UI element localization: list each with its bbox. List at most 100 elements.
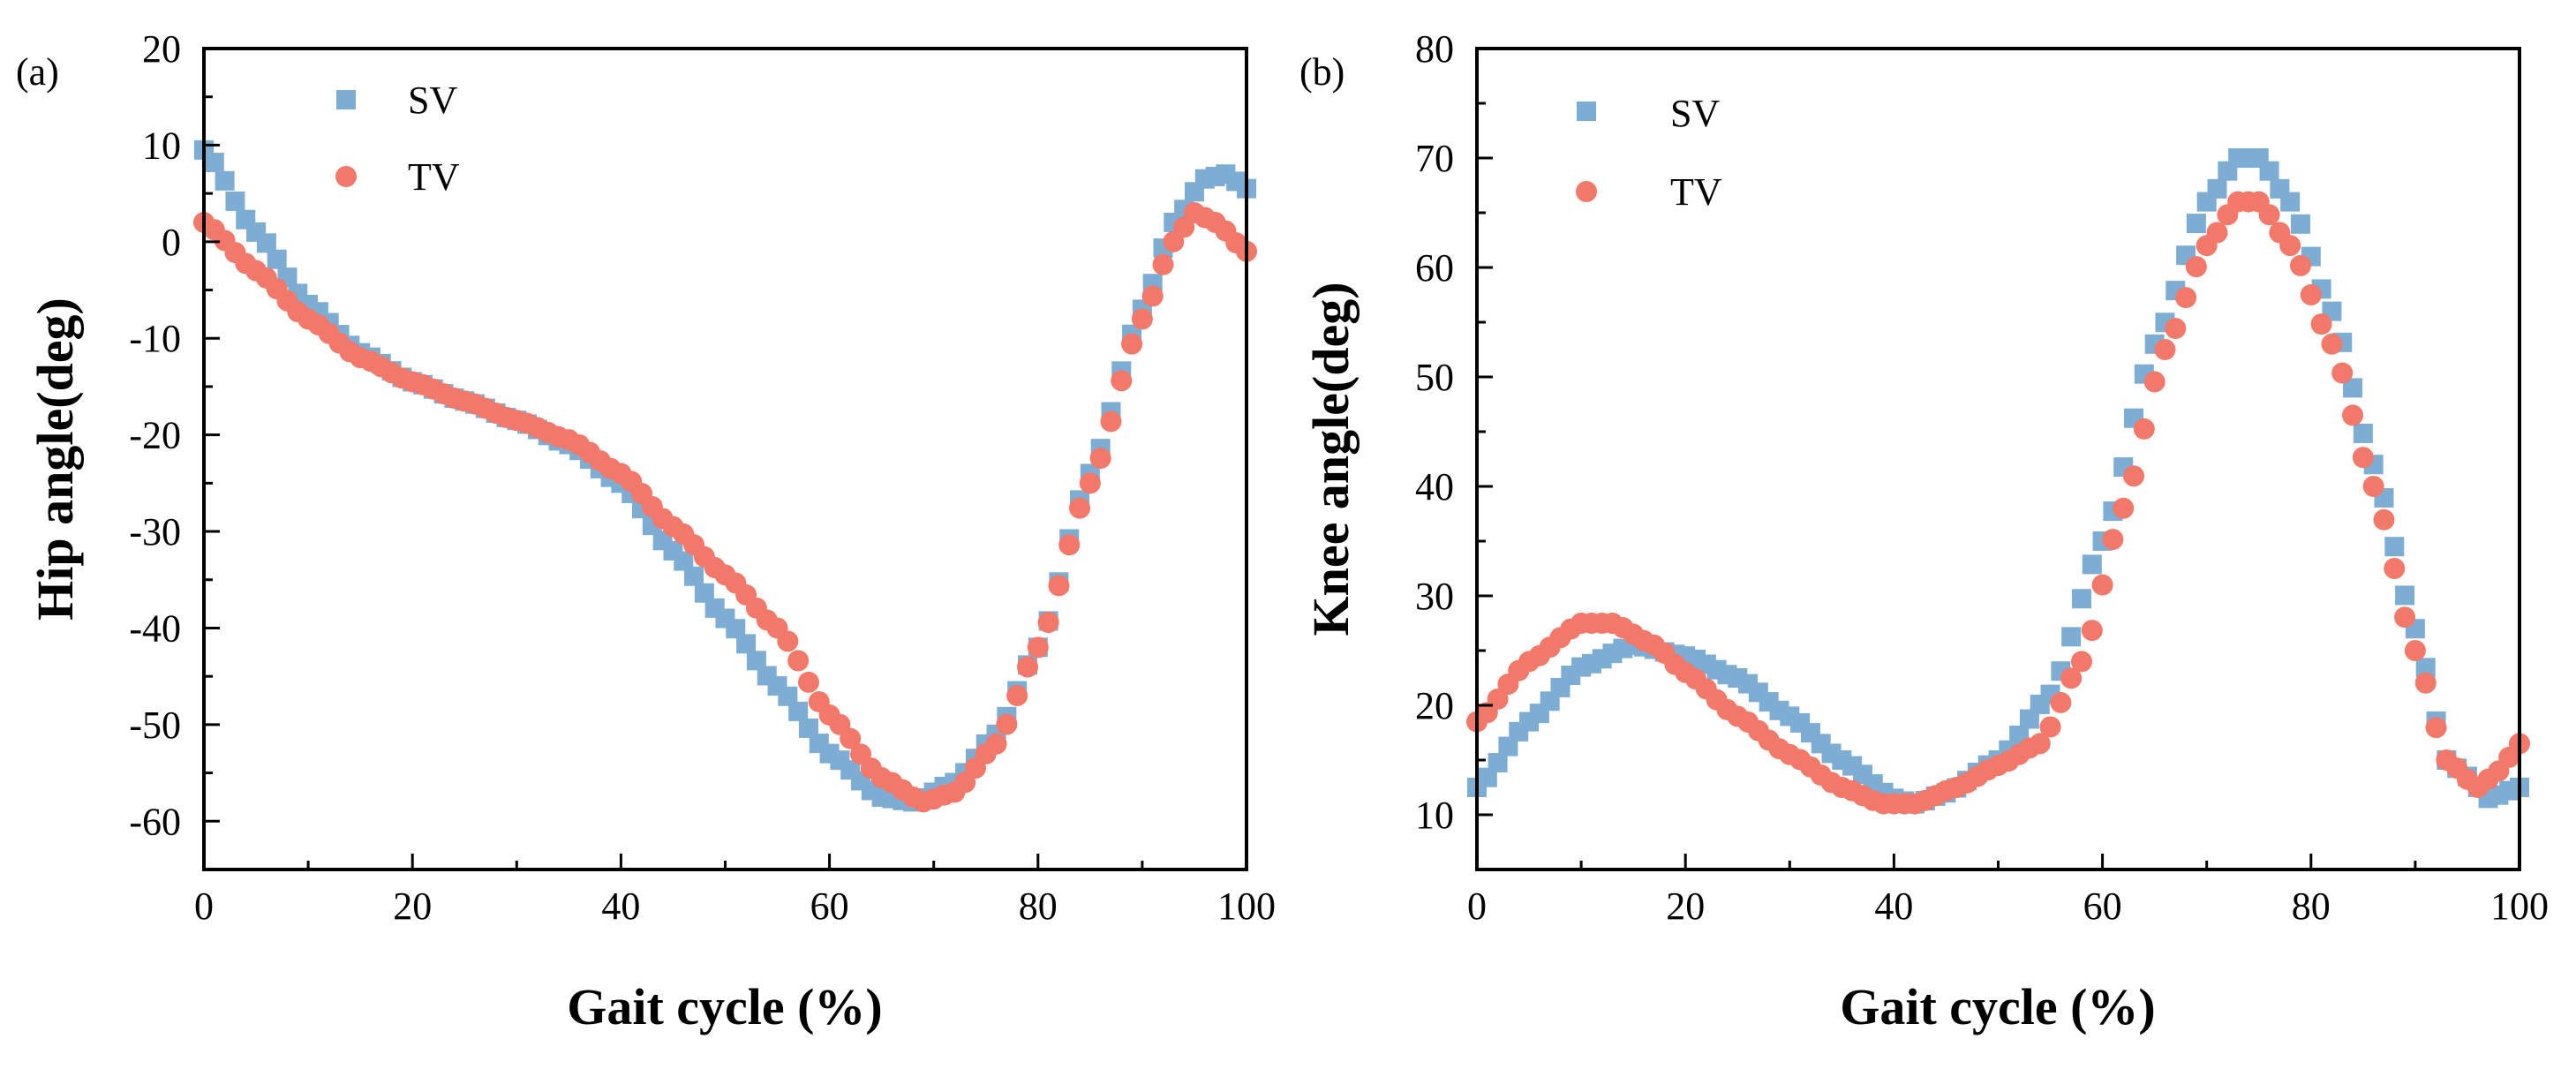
legend-tv-marker: [335, 166, 357, 187]
legend-tv-label: TV: [1670, 170, 1722, 214]
y-tick-label: 10: [1415, 794, 1454, 837]
tv-data-point: [2289, 254, 2311, 276]
sv-data-point: [684, 566, 704, 586]
sv-data-point: [2061, 627, 2082, 647]
knee-data-marks: [1466, 148, 2530, 815]
x-tick-label: 100: [1217, 885, 1276, 928]
tv-data-point: [2050, 691, 2072, 713]
sv-data-point: [2207, 178, 2227, 199]
tv-data-point: [840, 727, 862, 749]
tv-data-point: [1069, 497, 1091, 519]
x-tick-label: 20: [1666, 885, 1705, 928]
tv-data-point: [1089, 448, 1111, 470]
sv-data-point: [746, 651, 766, 671]
tv-data-point: [2039, 716, 2061, 738]
sv-data-point: [267, 249, 287, 269]
knee-angle-chart: (b) 0 20 40 60 80 100 10 20 30 40 50 60 70 80 SV TV G…: [1299, 27, 2549, 1035]
tv-data-point: [2425, 717, 2447, 739]
sv-data-point: [2353, 423, 2373, 443]
tv-data-point: [777, 630, 799, 652]
y-tick-label: -50: [129, 704, 181, 747]
tv-data-point: [2310, 313, 2332, 335]
sv-data-point: [2259, 161, 2279, 181]
x-tick-label: 100: [2490, 885, 2549, 928]
x-tick-label: 80: [2292, 885, 2331, 928]
sv-data-point: [1498, 736, 1518, 757]
tv-data-point: [996, 713, 1018, 735]
tv-data-point: [2165, 318, 2187, 340]
tv-data-point: [985, 733, 1007, 755]
y-tick-label: 10: [142, 124, 181, 167]
x-axis-title-a: Gait cycle (%): [567, 978, 883, 1035]
tv-data-point: [1152, 253, 1174, 275]
tv-data-point: [2279, 235, 2301, 257]
sv-data-point: [1477, 767, 1497, 787]
hip-angle-chart: (a) 0 20 40 60 80 100-60-50-40-30-20-1001020 …: [16, 27, 1276, 1035]
tv-data-point: [1016, 656, 1038, 678]
y-tick-label: -20: [129, 414, 181, 457]
x-tick-label: 60: [810, 885, 849, 928]
panel-label-a: (a): [16, 50, 59, 94]
tv-data-point: [2154, 339, 2176, 360]
tv-data-point: [2060, 667, 2083, 689]
legend-tv-label: TV: [408, 155, 460, 199]
tv-data-point: [1027, 636, 1049, 659]
tv-data-point: [1100, 410, 1122, 433]
panel-label-b: (b): [1299, 50, 1344, 94]
sv-data-point: [1488, 753, 1508, 773]
tv-data-point: [2081, 620, 2103, 642]
x-tick-label: 40: [1874, 885, 1913, 928]
sv-data-point: [674, 551, 694, 571]
hip-data-marks: [193, 139, 1257, 813]
sv-data-point: [2343, 378, 2363, 398]
tv-data-point: [2143, 371, 2165, 393]
x-tick-label: 80: [1019, 885, 1058, 928]
tv-data-point: [2175, 287, 2197, 309]
x-axis-title-b: Gait cycle (%): [1840, 978, 2156, 1035]
tv-data-point: [787, 650, 810, 672]
y-tick-label: -60: [129, 800, 181, 843]
tv-data-point: [2352, 447, 2374, 469]
tv-data-point: [1121, 333, 1143, 355]
legend-sv-label: SV: [408, 79, 457, 122]
tv-data-point: [2331, 362, 2354, 384]
legend-tv-marker: [1576, 181, 1597, 202]
x-tick-label: 20: [393, 885, 432, 928]
y-tick-label: 80: [1415, 27, 1454, 71]
y-tick-label: 30: [1415, 575, 1454, 618]
tv-data-point: [2362, 476, 2384, 497]
tv-data-point: [1131, 308, 1153, 330]
tv-data-point: [1048, 575, 1070, 597]
sv-data-point: [2395, 585, 2415, 606]
y-axis-title-a: Hip angle(deg): [26, 297, 84, 621]
sv-data-point: [694, 583, 714, 603]
sv-data-point: [2384, 537, 2405, 557]
y-tick-label: -10: [129, 317, 181, 360]
tv-data-point: [2123, 465, 2145, 487]
tv-data-point: [1037, 612, 1059, 634]
sv-data-point: [2186, 214, 2206, 234]
sv-data-point: [798, 718, 818, 738]
sv-data-point: [256, 233, 276, 253]
sv-data-point: [2082, 554, 2102, 575]
x-tick-label: 0: [1467, 885, 1487, 928]
sv-data-point: [788, 701, 809, 721]
tv-data-point: [2029, 733, 2051, 755]
y-tick-label: 60: [1415, 246, 1454, 290]
y-tick-label: 0: [162, 221, 181, 264]
sv-data-point: [225, 191, 245, 211]
tv-data-point: [2070, 651, 2092, 673]
legend-sv-label: SV: [1670, 92, 1720, 135]
x-tick-label: 40: [601, 885, 640, 928]
sv-data-point: [204, 153, 224, 173]
tv-data-point: [1058, 534, 1081, 556]
y-tick-label: -30: [129, 510, 181, 553]
tv-data-point: [2113, 497, 2135, 519]
y-tick-label: 70: [1415, 137, 1454, 180]
y-tick-label: 20: [142, 27, 181, 71]
tv-data-point: [2394, 606, 2416, 629]
tv-data-point: [2404, 640, 2426, 661]
sv-data-point: [215, 170, 235, 191]
sv-data-point: [2019, 709, 2039, 729]
